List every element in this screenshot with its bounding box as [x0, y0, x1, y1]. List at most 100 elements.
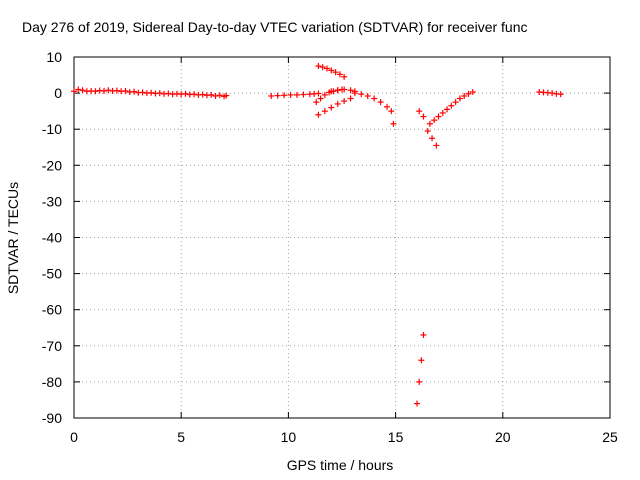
data-point: [328, 104, 335, 111]
x-tick-label: 15: [388, 429, 404, 445]
data-point: [79, 87, 86, 94]
x-axis-label: GPS time / hours: [287, 457, 394, 473]
data-point: [293, 91, 300, 98]
y-axis-label: SDTVAR / TECUs: [5, 182, 21, 294]
data-point: [223, 92, 230, 99]
x-tick-label: 0: [70, 429, 78, 445]
y-tick-label: -10: [42, 121, 62, 137]
x-tick-label: 5: [177, 429, 185, 445]
data-point: [364, 92, 371, 99]
y-tick-label: -40: [42, 230, 62, 246]
data-point: [418, 357, 425, 364]
x-tick-label: 20: [495, 429, 511, 445]
y-tick-label: -80: [42, 374, 62, 390]
data-point: [424, 128, 431, 135]
data-point: [317, 95, 324, 102]
data-point: [328, 88, 335, 95]
data-point: [465, 90, 472, 97]
data-point: [388, 108, 395, 115]
data-point: [182, 90, 189, 97]
data-point: [351, 90, 358, 97]
data-point: [165, 90, 172, 97]
data-point: [328, 67, 335, 74]
data-point: [268, 92, 275, 99]
data-points: [71, 63, 564, 407]
data-point: [420, 331, 427, 338]
data-point: [332, 69, 339, 76]
data-point: [341, 73, 348, 80]
data-point: [469, 89, 476, 96]
data-point: [414, 400, 421, 407]
data-point: [321, 91, 328, 98]
x-axis: 0 5 10 15 20 25: [70, 57, 618, 445]
data-point: [212, 92, 219, 99]
data-point: [390, 120, 397, 127]
y-tick-label: -20: [42, 157, 62, 173]
chart-title: Day 276 of 2019, Sidereal Day-to-day VTE…: [22, 19, 528, 35]
data-point: [426, 120, 433, 127]
data-point: [439, 109, 446, 116]
data-point: [456, 95, 463, 102]
data-point: [148, 89, 155, 96]
data-point: [313, 99, 320, 106]
data-point: [71, 88, 77, 95]
y-tick-label: -30: [42, 193, 62, 209]
data-point: [92, 88, 99, 95]
data-point: [549, 90, 556, 97]
y-tick-label: -70: [42, 338, 62, 354]
data-point: [105, 87, 112, 94]
data-point: [75, 86, 82, 93]
data-point: [431, 117, 438, 124]
data-point: [156, 90, 163, 97]
data-point: [208, 91, 215, 98]
data-point: [321, 108, 328, 115]
data-point: [461, 92, 468, 99]
y-axis: 10 0 -10 -20 -30 -40 -50 -60 -70 -80 -90: [42, 49, 610, 426]
data-point: [315, 111, 322, 118]
data-point: [323, 65, 330, 72]
y-tick-label: 0: [54, 85, 62, 101]
data-point: [139, 89, 146, 96]
data-point: [300, 91, 307, 98]
data-point: [336, 71, 343, 78]
data-point: [384, 103, 391, 110]
data-point: [216, 92, 223, 99]
data-point: [199, 91, 206, 98]
data-point: [347, 87, 354, 94]
x-tick-label: 25: [602, 429, 618, 445]
data-point: [101, 87, 108, 94]
data-point: [435, 113, 442, 120]
data-point: [452, 99, 459, 106]
y-tick-label: -50: [42, 266, 62, 282]
data-point: [429, 135, 436, 142]
data-point: [281, 92, 288, 99]
data-point: [274, 92, 281, 99]
data-point: [377, 99, 384, 106]
data-point: [416, 108, 423, 115]
data-point: [358, 91, 365, 98]
grid: [74, 57, 610, 418]
data-point: [315, 63, 322, 70]
data-point: [347, 95, 354, 102]
data-point: [416, 378, 423, 385]
data-point: [287, 91, 294, 98]
data-point: [371, 95, 378, 102]
data-point: [444, 106, 451, 113]
data-point: [113, 87, 120, 94]
data-point: [420, 113, 427, 120]
data-point: [341, 98, 348, 105]
data-point: [334, 100, 341, 107]
x-tick-label: 10: [281, 429, 297, 445]
data-point: [433, 142, 440, 149]
data-point: [191, 91, 198, 98]
data-point: [557, 91, 564, 98]
y-tick-label: 10: [46, 49, 62, 65]
data-point: [122, 87, 129, 94]
data-point: [341, 86, 348, 93]
data-point: [319, 64, 326, 71]
data-point: [315, 90, 322, 97]
data-point: [448, 102, 455, 109]
y-tick-label: -90: [42, 410, 62, 426]
y-tick-label: -60: [42, 302, 62, 318]
